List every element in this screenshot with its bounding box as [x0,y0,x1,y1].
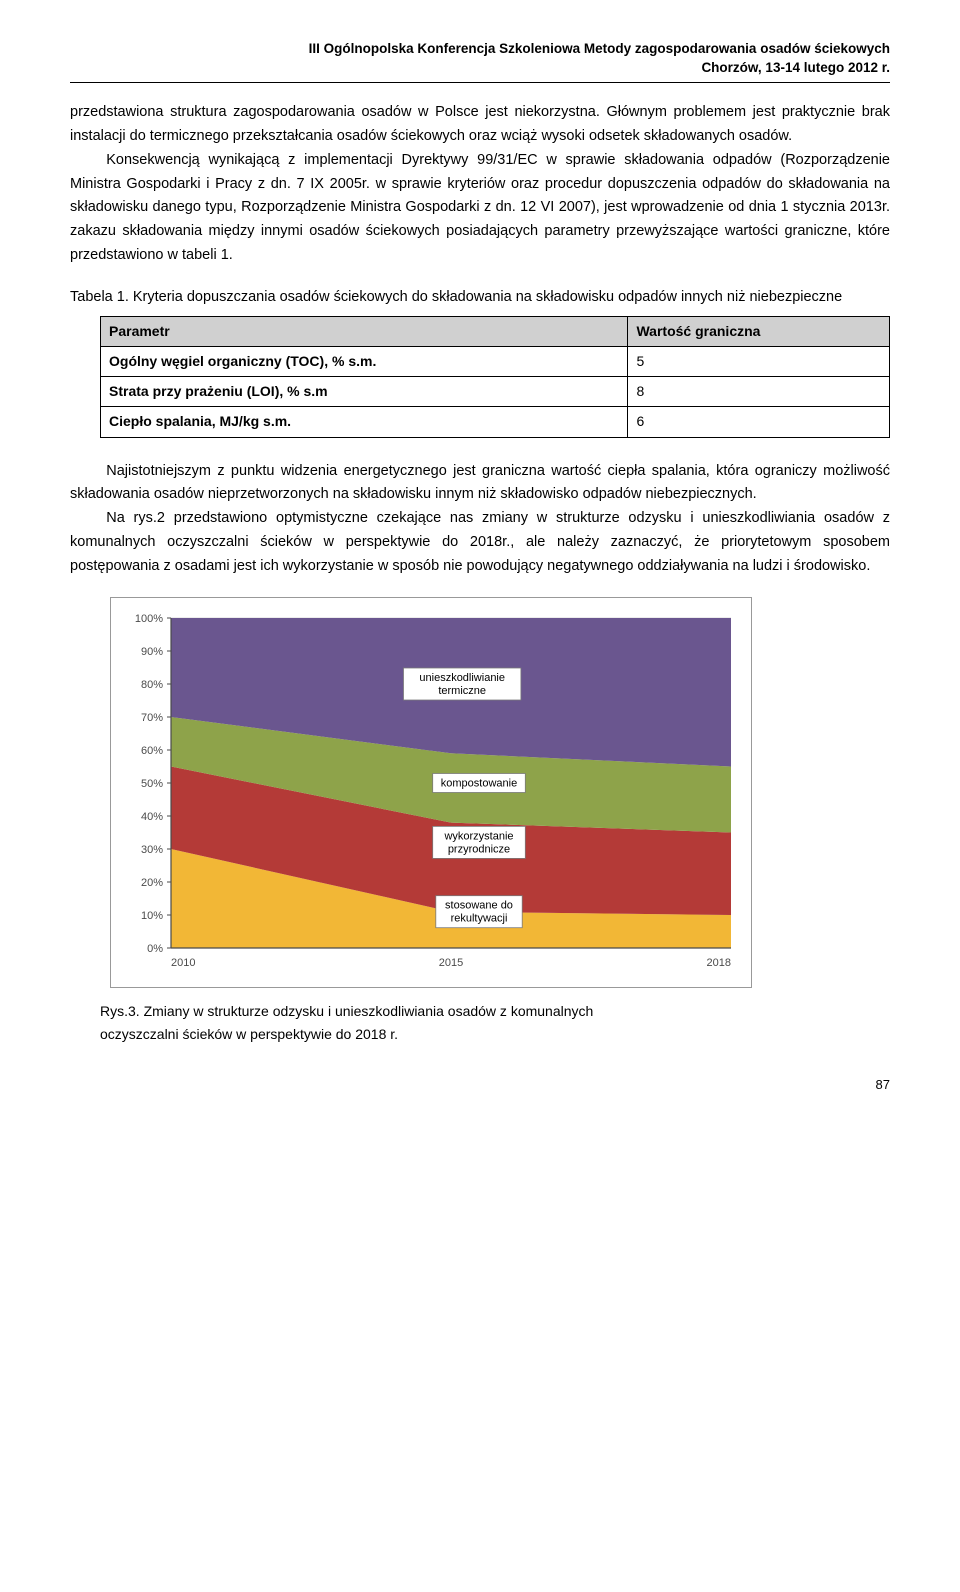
svg-text:rekultywacji: rekultywacji [451,913,508,925]
cell-param: Ogólny węgiel organiczny (TOC), % s.m. [101,347,628,377]
table-row: Strata przy prażeniu (LOI), % s.m 8 [101,377,890,407]
svg-text:2010: 2010 [171,957,195,969]
svg-text:80%: 80% [141,679,163,691]
header-line2: Chorzów, 13-14 lutego 2012 r. [70,59,890,78]
svg-text:60%: 60% [141,745,163,757]
body-block-2: Najistotniejszym z punktu widzenia energ… [70,460,890,580]
svg-text:termiczne: termiczne [438,685,486,697]
header-line1: III Ogólnopolska Konferencja Szkoleniowa… [70,40,890,59]
th-param: Parametr [101,317,628,347]
svg-text:10%: 10% [141,910,163,922]
svg-text:wykorzystanie: wykorzystanie [443,831,513,843]
chart-container: 0% 10% 20% 30% 40% 50% 60% 70% 80% 90% 100% 2010 201… [110,597,890,988]
svg-text:20%: 20% [141,877,163,889]
svg-text:90%: 90% [141,646,163,658]
paragraph-3: Najistotniejszym z punktu widzenia energ… [70,460,890,508]
svg-text:100%: 100% [135,613,163,625]
svg-text:70%: 70% [141,712,163,724]
header-rule [70,82,890,83]
svg-text:2018: 2018 [707,957,731,969]
cell-param: Ciepło spalania, MJ/kg s.m. [101,407,628,437]
svg-text:stosowane do: stosowane do [445,900,513,912]
cell-param: Strata przy prażeniu (LOI), % s.m [101,377,628,407]
cell-value: 5 [628,347,890,377]
cell-value: 8 [628,377,890,407]
table-caption: Tabela 1. Kryteria dopuszczania osadów ś… [70,286,890,310]
chart-caption-line2: oczyszczalni ścieków w perspektywie do 2… [100,1026,398,1042]
svg-text:30%: 30% [141,844,163,856]
svg-text:40%: 40% [141,811,163,823]
svg-text:unieszkodliwianie: unieszkodliwianie [419,672,505,684]
svg-text:kompostowanie: kompostowanie [441,778,517,790]
stacked-area-chart: 0% 10% 20% 30% 40% 50% 60% 70% 80% 90% 100% 2010 201… [110,597,752,988]
table-row: Ogólny węgiel organiczny (TOC), % s.m. 5 [101,347,890,377]
th-value: Wartość graniczna [628,317,890,347]
paragraph-2: Konsekwencją wynikającą z implementacji … [70,149,890,269]
chart-caption-line1: Rys.3. Zmiany w strukturze odzysku i uni… [100,1003,593,1019]
table-row: Ciepło spalania, MJ/kg s.m. 6 [101,407,890,437]
body-block-1: przedstawiona struktura zagospodarowania… [70,101,890,268]
paragraph-1: przedstawiona struktura zagospodarowania… [70,101,890,149]
cell-value: 6 [628,407,890,437]
svg-text:0%: 0% [147,943,163,955]
chart-caption: Rys.3. Zmiany w strukturze odzysku i uni… [100,1000,890,1046]
svg-text:2015: 2015 [439,957,463,969]
paragraph-4: Na rys.2 przedstawiono optymistyczne cze… [70,507,890,579]
criteria-table: Parametr Wartość graniczna Ogólny węgiel… [100,316,890,437]
svg-text:50%: 50% [141,778,163,790]
svg-text:przyrodnicze: przyrodnicze [448,844,510,856]
page-number: 87 [70,1074,890,1095]
